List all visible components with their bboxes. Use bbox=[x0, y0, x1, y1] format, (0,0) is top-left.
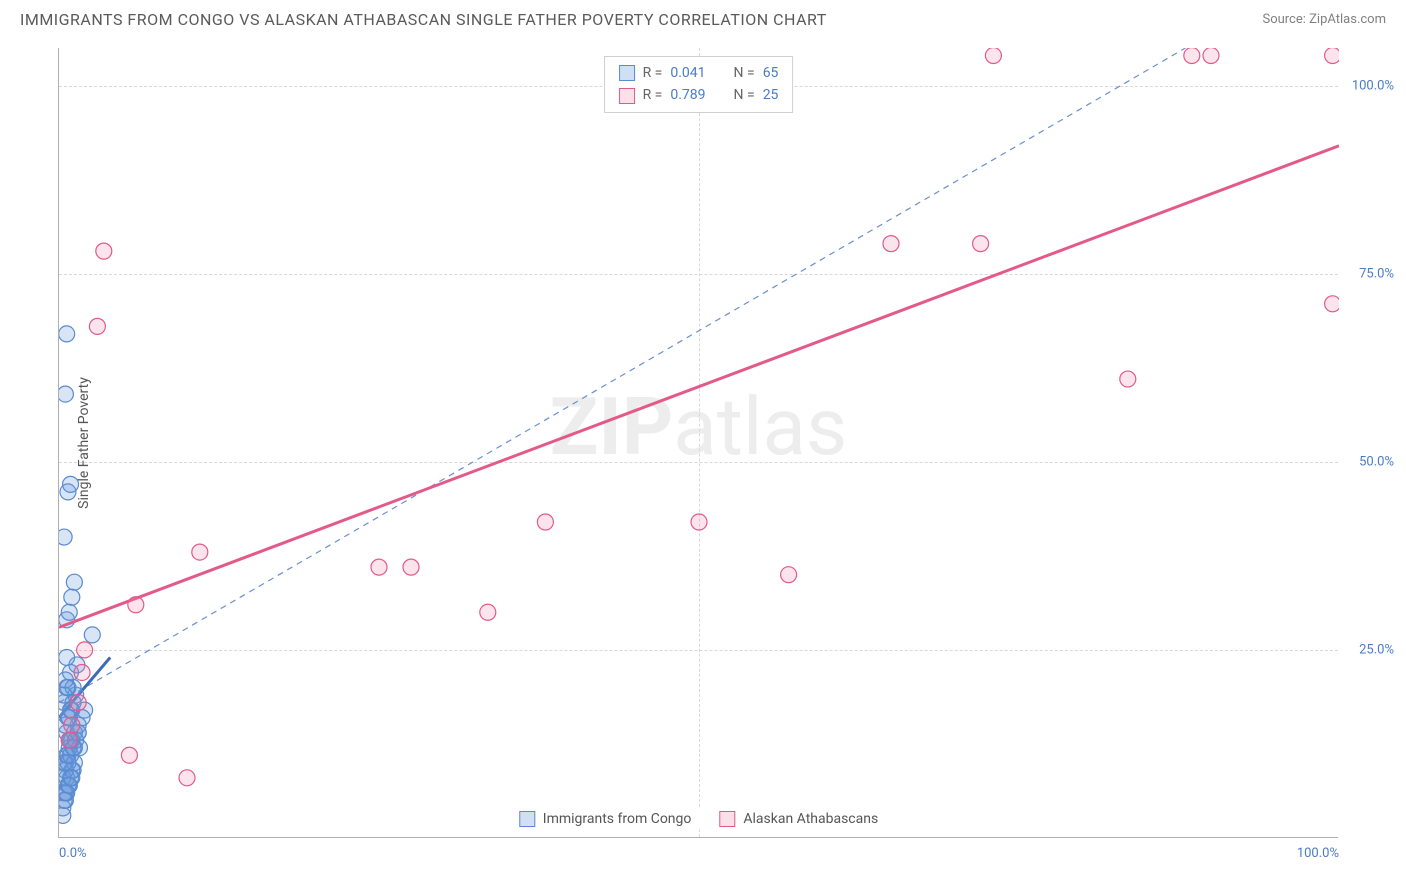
legend-r-label: R = bbox=[643, 84, 663, 106]
legend-row: R = 0.041 N = 65 bbox=[619, 62, 779, 84]
y-tick-label: 75.0% bbox=[1359, 266, 1394, 281]
correlation-legend: R = 0.041 N = 65 R = 0.789 N = 25 bbox=[604, 56, 794, 113]
legend-r-value: 0.041 bbox=[670, 62, 705, 84]
x-tick-label: 100.0% bbox=[1297, 846, 1339, 861]
plot-area: ZIPatlas R =0.041N =65R =0.789N =25 Immi… bbox=[58, 48, 1338, 838]
legend-item: Immigrants from Congo bbox=[519, 811, 692, 827]
y-tick-label: 100.0% bbox=[1352, 78, 1394, 93]
legend-n-value: 65 bbox=[763, 62, 779, 84]
legend-marker-icon bbox=[519, 811, 535, 827]
legend-n-value: 25 bbox=[763, 84, 779, 106]
source-label: Source: ZipAtlas.com bbox=[1262, 12, 1386, 27]
legend-r-value: 0.789 bbox=[670, 84, 705, 106]
legend-marker-icon bbox=[619, 65, 635, 81]
legend-series-label: Immigrants from Congo bbox=[543, 811, 692, 827]
legend-marker-icon bbox=[719, 811, 735, 827]
y-tick-label: 25.0% bbox=[1359, 642, 1394, 657]
legend-item: Alaskan Athabascans bbox=[719, 811, 878, 827]
chart-container: Single Father Poverty ZIPatlas R =0.041N… bbox=[58, 48, 1388, 838]
series-legend: Immigrants from Congo Alaskan Athabascans bbox=[511, 809, 886, 829]
plot-svg bbox=[59, 48, 1339, 838]
legend-n-label: N = bbox=[734, 62, 755, 84]
legend-row: R = 0.789 N = 25 bbox=[619, 84, 779, 106]
legend-marker-icon bbox=[619, 88, 635, 104]
legend-series-label: Alaskan Athabascans bbox=[743, 811, 878, 827]
chart-title: IMMIGRANTS FROM CONGO VS ALASKAN ATHABAS… bbox=[20, 10, 827, 29]
y-tick-label: 50.0% bbox=[1359, 454, 1394, 469]
legend-r-label: R = bbox=[643, 62, 663, 84]
x-tick-label: 0.0% bbox=[59, 846, 87, 861]
legend-n-label: N = bbox=[734, 84, 755, 106]
